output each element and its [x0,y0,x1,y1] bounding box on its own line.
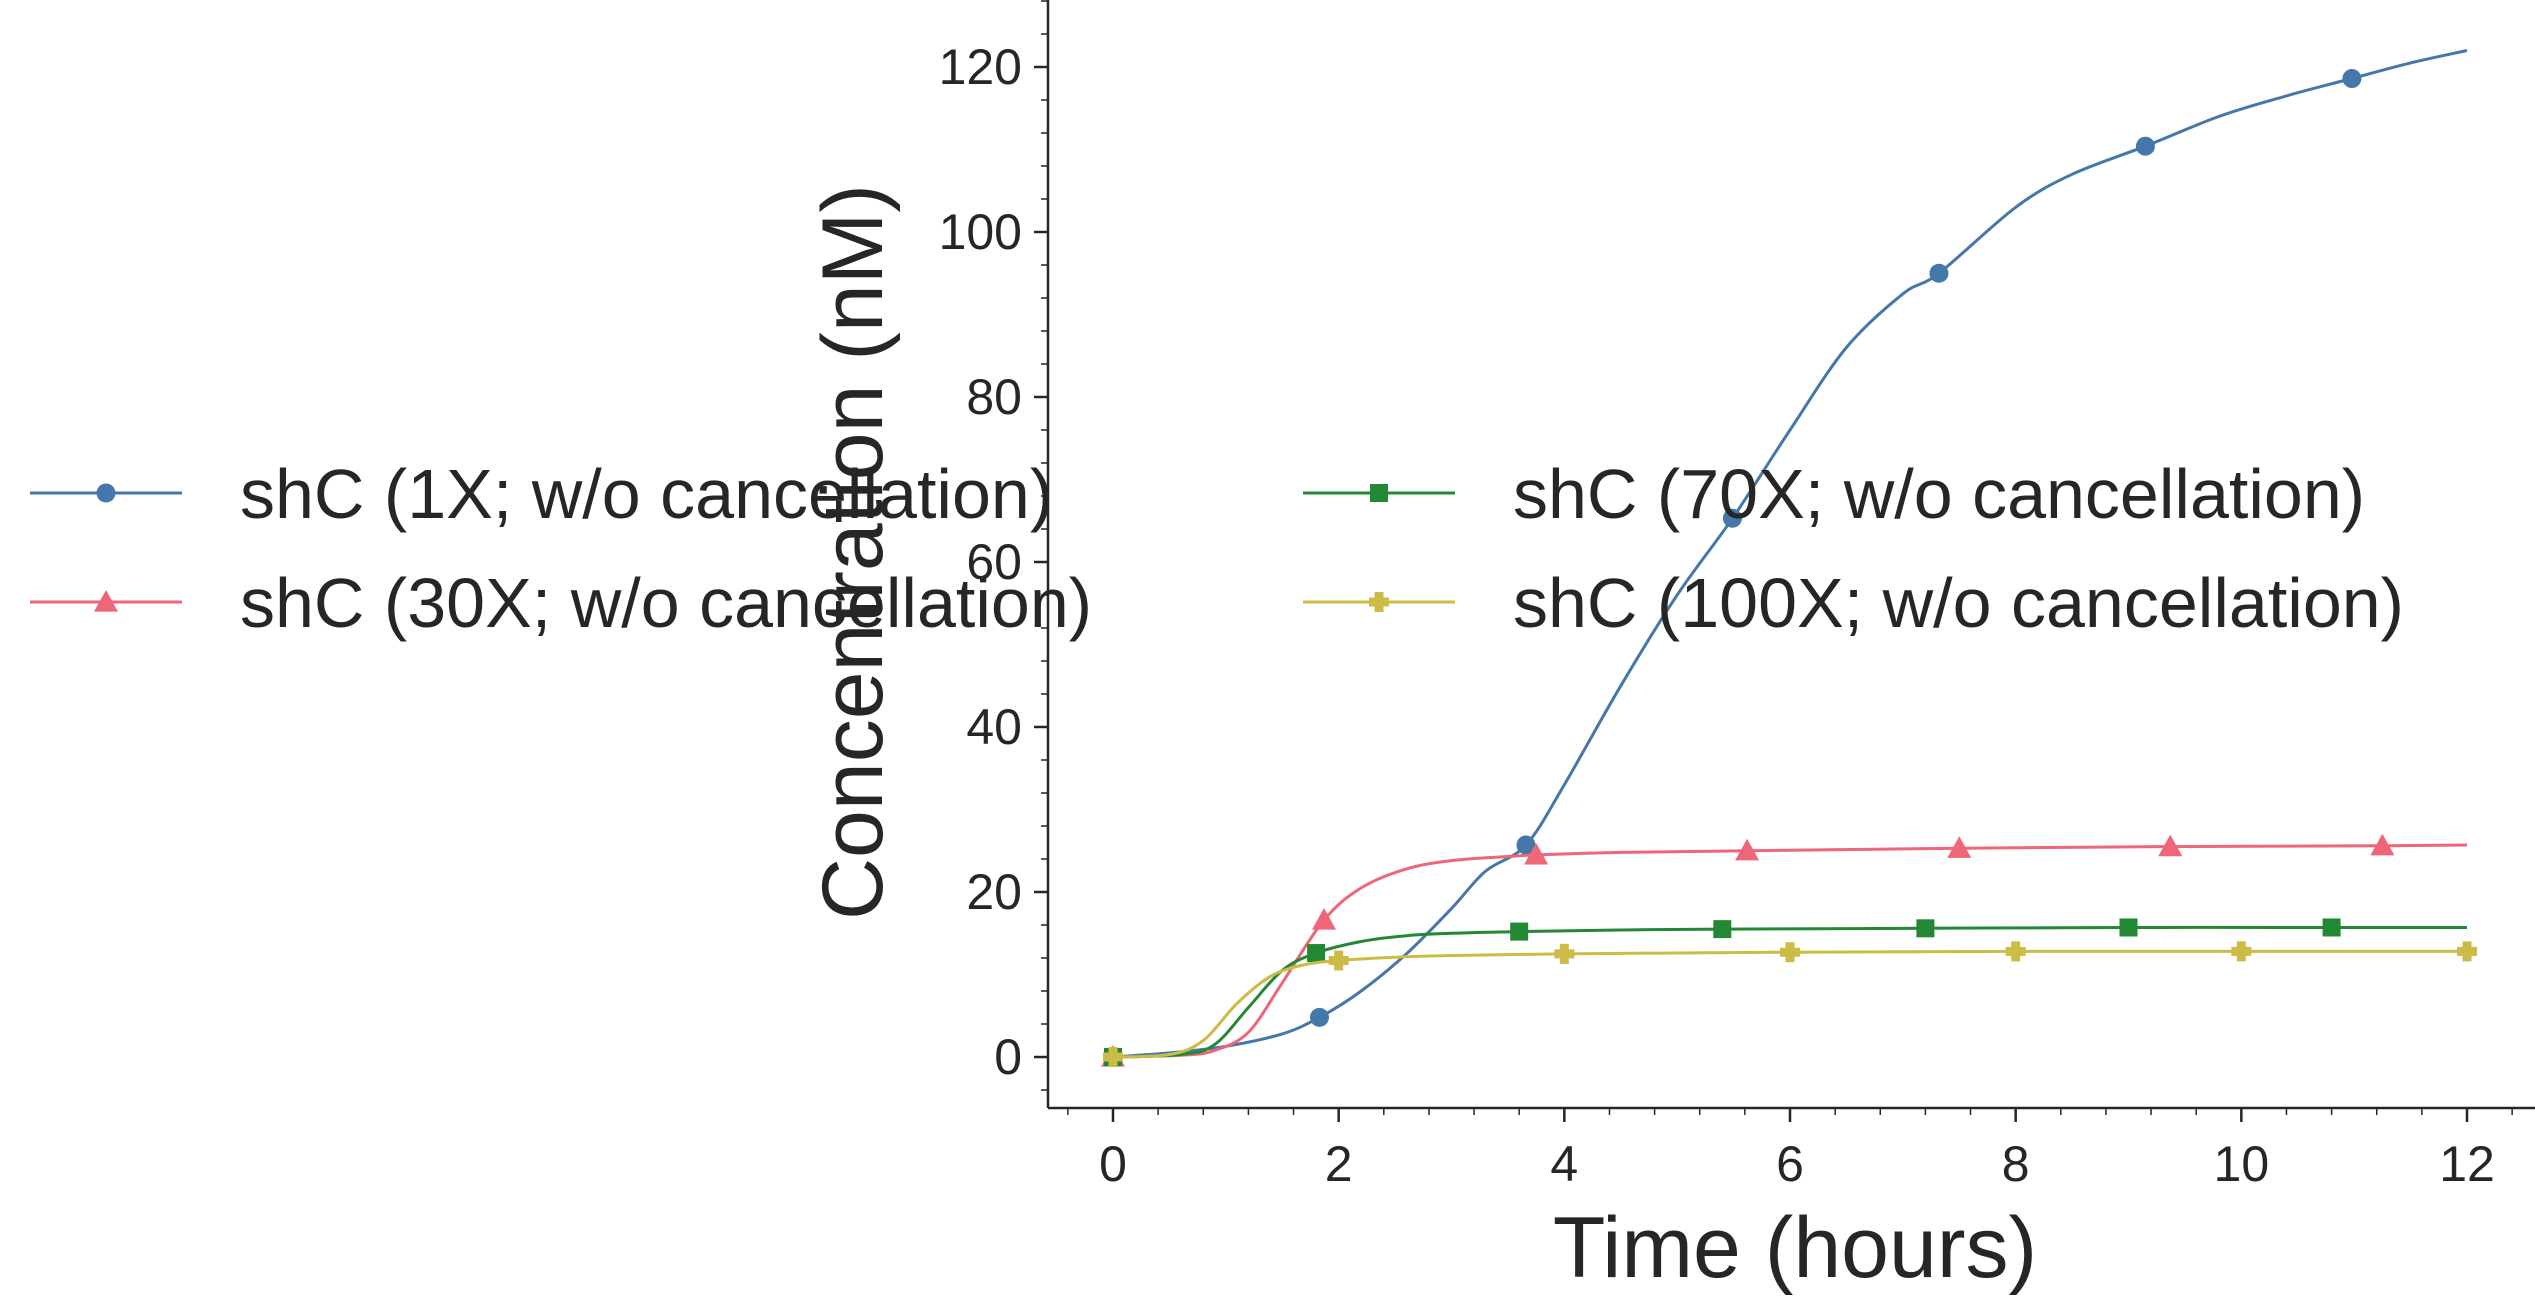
plot-area [1101,49,2477,1067]
data-point [1722,508,1742,528]
legend-label: shC (30X; w/o cancellation) [240,564,1092,642]
data-point [1735,838,1760,861]
x-tick-label: 8 [2002,1136,2030,1192]
y-tick-label: 80 [966,369,1022,425]
legend-marker [94,590,118,612]
x-tick-label: 0 [1099,1136,1127,1192]
legend-entry: shC (70X; w/o cancellation) [1303,455,2365,533]
data-point [2342,69,2362,89]
data-point [2119,918,2138,937]
data-point [2135,136,2155,156]
series-1 [1103,49,2468,1067]
legend-entry: shC (30X; w/o cancellation) [30,564,1092,642]
data-point [1510,922,1529,941]
y-axis-label: Concentration (nM) [805,184,901,920]
y-ticks: 0 20 40 60 80 100 120 [939,0,1048,1091]
data-point [1311,908,1336,930]
data-point [2370,833,2395,856]
data-point [1554,943,1575,964]
series-line [1112,949,2467,1059]
data-point [2457,941,2477,962]
legend-label: shC (1X; w/o cancellation) [240,455,1053,533]
data-point [2158,834,2183,857]
x-tick-label: 2 [1325,1136,1353,1192]
y-tick-label: 20 [966,864,1022,920]
x-tick-label: 4 [1550,1136,1578,1192]
legend-entry: shC (1X; w/o cancellation) [30,455,1053,533]
data-point [1780,942,1800,963]
data-point [1947,836,1972,858]
data-point [1929,263,1949,283]
legend-marker [96,483,116,503]
data-point [2322,918,2341,937]
y-tick-label: 120 [939,39,1022,95]
y-tick-label: 60 [966,534,1022,590]
x-tick-label: 6 [1776,1136,1804,1192]
series-4 [1103,941,2477,1067]
x-tick-label: 10 [2214,1136,2270,1192]
data-point [2231,941,2252,962]
x-tick-label: 12 [2439,1136,2495,1192]
x-ticks: 0 2 4 6 8 10 12 [1067,1108,2513,1192]
series-2 [1101,833,2468,1067]
data-point [1916,919,1935,938]
data-point [1328,950,1349,971]
series-line [1112,843,2468,1059]
y-tick-label: 100 [939,204,1022,260]
legend-marker [1370,484,1388,502]
y-tick-label: 40 [966,699,1022,755]
y-tick-label: 0 [994,1029,1022,1085]
data-point [1524,842,1549,865]
legend-entry: shC (100X; w/o cancellation) [1303,564,2404,642]
data-point [1713,920,1732,939]
series-line [1112,49,2468,1059]
data-point [2005,941,2026,962]
legend: shC (1X; w/o cancellation) shC (30X; w/o … [30,455,2404,642]
legend-label: shC (70X; w/o cancellation) [1513,455,2365,533]
data-point [1516,835,1536,855]
legend-label: shC (100X; w/o cancellation) [1513,564,2404,642]
series-3 [1104,918,2467,1066]
data-point [1309,1007,1329,1027]
data-point [1103,1047,1123,1067]
x-axis-label: Time (hours) [1553,1200,2037,1296]
legend-marker [1369,592,1389,612]
axes: 0 2 4 6 8 10 12 0 20 40 60 80 100 120 [939,0,2535,1192]
data-point [1307,944,1326,963]
